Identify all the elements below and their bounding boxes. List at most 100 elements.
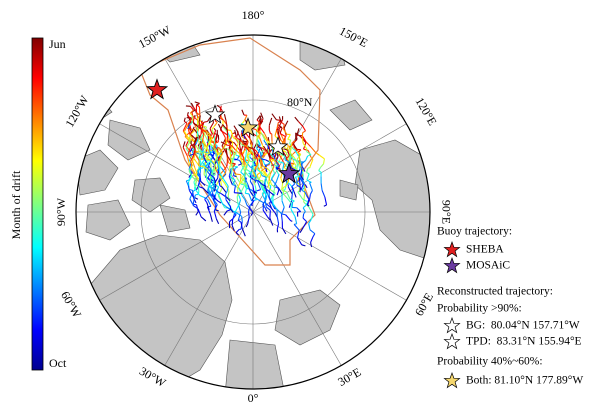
trajectory-segment (256, 174, 260, 179)
trajectory-segment (207, 171, 212, 179)
trajectory-segment (213, 169, 217, 172)
trajectory-segment (300, 136, 307, 143)
trajectory-segment (190, 165, 193, 168)
trajectory-segment (205, 130, 211, 135)
trajectory-segment (267, 216, 271, 221)
trajectory-segment (200, 181, 206, 186)
trajectory-segment (226, 185, 229, 192)
trajectory-segment (213, 210, 217, 220)
trajectory-segment (220, 129, 223, 133)
land (76, 39, 430, 389)
trajectory-segment (221, 131, 226, 138)
trajectory-segment (262, 184, 267, 187)
trajectory-segment (301, 244, 306, 247)
trajectory-segment (197, 170, 201, 177)
trajectory-segment (284, 159, 290, 163)
trajectory-segment (296, 159, 300, 167)
trajectory-segment (194, 187, 201, 196)
trajectory-segment (263, 145, 268, 152)
trajectory-segment (221, 145, 227, 153)
trajectory-segment (292, 166, 298, 170)
trajectory-segment (315, 152, 320, 156)
trajectory-segment (244, 115, 248, 121)
trajectory-segment (270, 189, 276, 194)
trajectory-segment (244, 184, 247, 189)
trajectory-segment (191, 114, 194, 122)
trajectory-segment (233, 125, 239, 133)
trajectory-segment (241, 216, 243, 222)
trajectory-segment (296, 163, 298, 170)
trajectory-segment (198, 136, 201, 139)
trajectory-segment (277, 128, 280, 135)
trajectory-segment (275, 129, 280, 139)
trajectory-segment (275, 174, 280, 182)
trajectory-segment (213, 196, 219, 202)
trajectory-segment (280, 214, 283, 222)
trajectory-segment (213, 154, 219, 163)
trajectory-segment (209, 174, 212, 183)
trajectory-segment (292, 143, 298, 150)
trajectory-segment (264, 190, 267, 193)
trajectory-segment (290, 198, 295, 202)
trajectory-segment (188, 190, 194, 198)
trajectory-segment (289, 139, 292, 144)
trajectory-segment (301, 168, 304, 172)
trajectory-segment (212, 151, 216, 155)
trajectory-segment (197, 167, 201, 172)
trajectory-segment (197, 141, 201, 147)
trajectory-segment (222, 172, 226, 177)
trajectory-segment (228, 143, 232, 148)
trajectory-segment (219, 148, 224, 154)
trajectory-segment (204, 195, 209, 200)
trajectory-segment (282, 193, 288, 199)
trajectory-segment (217, 191, 222, 195)
trajectory-segment (267, 161, 272, 165)
trajectory-segment (188, 176, 193, 183)
trajectory-segment (261, 188, 268, 197)
trajectory-segment (300, 175, 305, 181)
trajectory-segment (210, 154, 214, 157)
trajectory-segment (229, 146, 232, 152)
trajectory-segment (246, 159, 250, 167)
trajectory-segment (301, 160, 306, 164)
meridian-label: 120°W (62, 93, 92, 130)
trajectory-segment (212, 166, 216, 170)
trajectory-segment (269, 149, 273, 152)
trajectory-segment (231, 148, 234, 152)
trajectory-segment (207, 190, 213, 197)
trajectory-segment (254, 154, 258, 159)
trajectory-segment (219, 172, 225, 181)
trajectory-segment (223, 210, 228, 216)
trajectory-segment (227, 132, 231, 138)
trajectory-segment (256, 133, 261, 138)
trajectory-segment (294, 158, 298, 165)
trajectory-segment (249, 138, 252, 145)
trajectory-segment (192, 204, 199, 210)
trajectory-segment (281, 200, 285, 208)
meridian-label: 150°W (136, 22, 173, 51)
trajectory-segment (241, 161, 247, 170)
trajectory-segment (206, 202, 210, 211)
trajectory-segment (232, 132, 236, 135)
trajectory-segment (204, 198, 208, 204)
legend-heading: Buoy trajectory: (437, 226, 512, 238)
trajectory-segment (187, 128, 190, 134)
trajectory-segment (289, 146, 292, 154)
trajectory-segment (214, 200, 218, 205)
trajectory-segment (258, 176, 262, 179)
trajectory-segment (278, 161, 285, 164)
trajectory-segment (241, 119, 246, 124)
trajectory-segment (273, 162, 277, 166)
trajectory-segment (235, 173, 241, 176)
trajectory-segment (244, 199, 248, 206)
trajectory-segment (279, 132, 286, 137)
trajectory-segment (260, 112, 264, 120)
legend-symbol (443, 240, 461, 258)
trajectory-segment (213, 193, 217, 202)
trajectory-segment (239, 137, 241, 146)
trajectory-segment (245, 192, 249, 195)
trajectory-segment (230, 208, 234, 213)
trajectory-segment (229, 218, 234, 223)
trajectory-segment (259, 158, 262, 167)
trajectory-segment (209, 157, 212, 162)
